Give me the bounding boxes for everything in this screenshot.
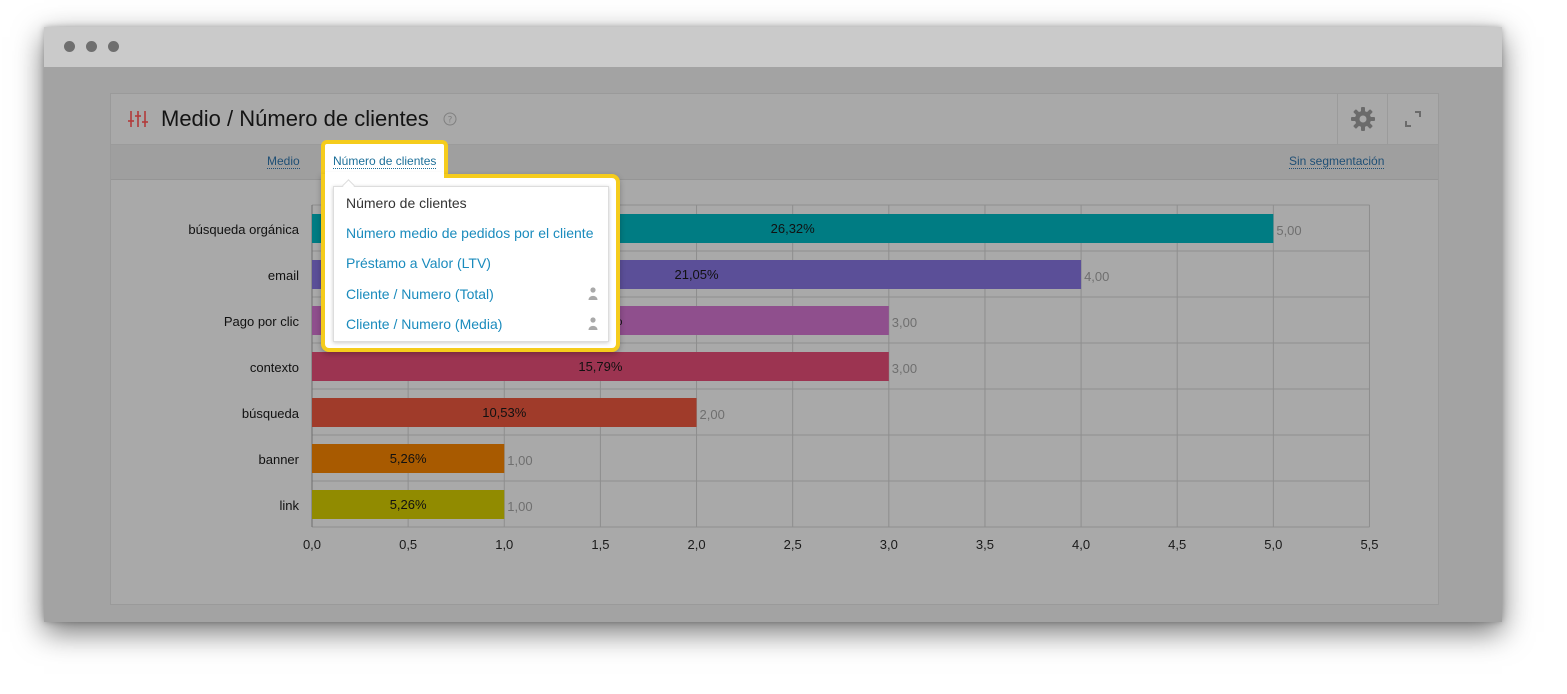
window-dot-2[interactable] — [86, 41, 97, 52]
percent-label: 5,26% — [390, 497, 427, 512]
bar — [312, 490, 505, 519]
category-label: link — [279, 498, 299, 513]
category-label: contexto — [250, 360, 299, 375]
sliders-icon[interactable] — [128, 110, 148, 128]
percent-label: 10,53% — [482, 405, 527, 420]
menu-item-ltv[interactable]: Préstamo a Valor (LTV) — [346, 255, 491, 271]
menu-item-numero-medio-pedidos[interactable]: Número medio de pedidos por el cliente — [346, 225, 594, 241]
value-label: 4,00 — [1084, 269, 1109, 284]
category-label: email — [268, 268, 299, 283]
percent-label: 21,05% — [674, 267, 719, 282]
menu-item-cliente-numero-media[interactable]: Cliente / Numero (Media) — [346, 316, 503, 332]
x-tick-label: 1,5 — [591, 537, 609, 552]
x-tick-label: 5,5 — [1360, 537, 1378, 552]
tab-segmentation[interactable]: Sin segmentación — [1289, 154, 1385, 169]
x-tick-label: 0,5 — [399, 537, 417, 552]
person-icon — [588, 317, 598, 330]
x-tick-label: 2,0 — [688, 537, 706, 552]
x-tick-label: 5,0 — [1264, 537, 1282, 552]
percent-label: 15,79% — [578, 359, 623, 374]
category-label: banner — [259, 452, 300, 467]
bar — [312, 444, 505, 473]
category-label: búsqueda — [242, 406, 300, 421]
metric-dropdown-menu — [333, 186, 609, 342]
percent-label: 5,26% — [390, 451, 427, 466]
menu-item-cliente-numero-total[interactable]: Cliente / Numero (Total) — [346, 286, 494, 302]
value-label: 1,00 — [507, 499, 532, 514]
widget-title: Medio / Número de clientes — [161, 106, 429, 131]
window-dot-1[interactable] — [64, 41, 75, 52]
x-tick-label: 0,0 — [303, 537, 321, 552]
x-tick-label: 4,5 — [1168, 537, 1186, 552]
category-label: búsqueda orgánica — [188, 222, 299, 237]
expand-icon — [1405, 111, 1421, 127]
window-titlebar — [44, 27, 1502, 67]
bar — [312, 352, 889, 381]
x-tick-label: 1,0 — [495, 537, 513, 552]
window-dot-3[interactable] — [108, 41, 119, 52]
help-icon[interactable]: ? — [443, 112, 457, 126]
percent-label: 26,32% — [771, 221, 816, 236]
value-label: 3,00 — [892, 315, 917, 330]
x-tick-label: 4,0 — [1072, 537, 1090, 552]
person-icon — [588, 287, 598, 300]
expand-button[interactable] — [1387, 94, 1438, 144]
tab-metric[interactable]: Número de clientes — [333, 154, 437, 169]
widget-header: Medio / Número de clientes ? — [111, 94, 1438, 145]
browser-window: Medio / Número de clientes ? — [44, 27, 1502, 622]
bar — [312, 398, 697, 427]
svg-text:?: ? — [448, 116, 453, 126]
x-tick-label: 3,5 — [976, 537, 994, 552]
value-label: 3,00 — [892, 361, 917, 376]
tab-dimension[interactable]: Medio — [267, 154, 300, 169]
value-label: 1,00 — [507, 453, 532, 468]
value-label: 5,00 — [1276, 223, 1301, 238]
settings-button[interactable] — [1337, 94, 1388, 144]
gear-icon — [1351, 107, 1375, 131]
menu-item-numero-de-clientes[interactable]: Número de clientes — [346, 195, 467, 211]
x-tick-label: 2,5 — [784, 537, 802, 552]
x-tick-label: 3,0 — [880, 537, 898, 552]
category-label: Pago por clic — [224, 314, 300, 329]
highlight-joint — [325, 172, 444, 180]
value-label: 2,00 — [700, 407, 725, 422]
